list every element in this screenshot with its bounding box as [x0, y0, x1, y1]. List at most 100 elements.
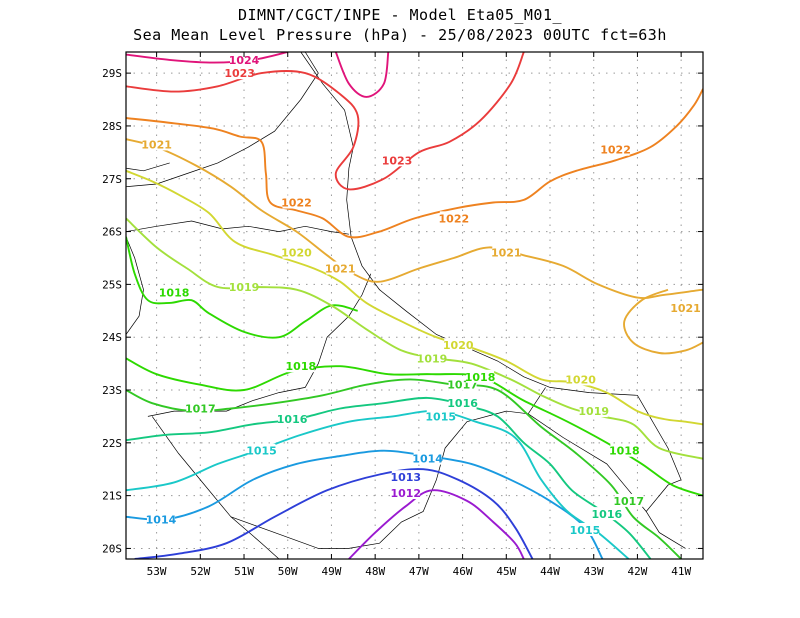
- isobar-label: 1019: [417, 352, 448, 365]
- isobar-label: 1016: [277, 413, 308, 426]
- isobar-label: 1012: [390, 487, 421, 500]
- isobar-label-bg: [671, 301, 700, 315]
- national-border: [126, 236, 144, 335]
- isobar-label-bg: [247, 443, 276, 457]
- isobar-label-bg: [579, 404, 608, 418]
- lon-tick-label: 41W: [671, 565, 691, 578]
- axis-ticks: 20S 21S 22S 23S 24S 25S 26S 27S 28S 29S 53W 52W 51W 5…: [102, 52, 703, 578]
- state-border: [126, 52, 319, 188]
- isobar-label: 1022: [281, 197, 312, 210]
- lon-tick-label: 51W: [234, 565, 254, 578]
- isobar-label-bg: [566, 372, 595, 386]
- lat-tick-label: 28S: [102, 120, 122, 133]
- national-border: [126, 162, 170, 172]
- lon-tick-label: 45W: [496, 565, 516, 578]
- isobar-label: 1020: [565, 373, 596, 386]
- state-border: [645, 479, 682, 512]
- isobar-label-bg: [413, 451, 442, 465]
- lon-tick-label: 43W: [584, 565, 604, 578]
- isobar-label-bg: [448, 396, 477, 410]
- isobar-label: 1018: [286, 360, 317, 373]
- isobar-label: 1015: [425, 410, 456, 423]
- lon-tick-label: 53W: [147, 565, 167, 578]
- plot-frame: [125, 51, 704, 560]
- isobar-1022: [126, 88, 703, 239]
- isobar-1024: [334, 52, 390, 98]
- lat-tick-label: 29S: [102, 67, 122, 80]
- lon-tick-label: 48W: [365, 565, 385, 578]
- lat-tick-label: 21S: [102, 490, 122, 503]
- isobar-label-bg: [230, 52, 259, 66]
- isobar-label: 1017: [613, 495, 644, 508]
- isobar-label-bg: [146, 512, 175, 526]
- isobar-label: 1016: [447, 397, 478, 410]
- isobar-label: 1014: [146, 513, 177, 526]
- lon-tick-label: 42W: [627, 565, 647, 578]
- isobar-label-bg: [225, 66, 254, 80]
- lon-tick-label: 46W: [453, 565, 473, 578]
- isobar-label-bg: [444, 338, 473, 352]
- isobar-label-bg: [278, 412, 307, 426]
- isobar-label-bg: [610, 443, 639, 457]
- isobar-1019: [126, 217, 703, 460]
- lat-tick-label: 23S: [102, 384, 122, 397]
- state-border: [151, 416, 280, 559]
- chart-title-line2: Sea Mean Level Pressure (hPa) - 25/08/20…: [133, 26, 667, 44]
- isobar-1016: [126, 396, 652, 559]
- isobar-label: 1018: [609, 445, 640, 458]
- isobar-label: 1023: [382, 154, 413, 167]
- lat-tick-label: 25S: [102, 278, 122, 291]
- isobar-label: 1023: [224, 67, 255, 80]
- isobar-label-bg: [426, 409, 455, 423]
- lon-tick-label: 50W: [278, 565, 298, 578]
- isobar-label-bg: [417, 351, 446, 365]
- isobar-label: 1022: [600, 144, 631, 157]
- isobar-label-bg: [466, 369, 495, 383]
- isobar-1018: [126, 357, 703, 497]
- isobar-label: 1021: [325, 263, 356, 276]
- isobar-1015: [126, 410, 630, 559]
- isobar-label-bg: [142, 137, 171, 151]
- state-border: [126, 220, 349, 235]
- lon-tick-label: 52W: [190, 565, 210, 578]
- state-border: [528, 413, 686, 549]
- isobar-label: 1014: [412, 453, 443, 466]
- isobar-label-bg: [286, 359, 315, 373]
- state-border: [230, 387, 546, 549]
- isobar-label-layer: 1012101310141014101510151015101610161016…: [141, 52, 701, 537]
- isobar-1012: [348, 489, 525, 559]
- isobar-1023: [126, 52, 525, 191]
- isobar-label: 1019: [229, 281, 260, 294]
- isobar-label-bg: [282, 245, 311, 259]
- isobar-label: 1022: [439, 212, 470, 225]
- isobar-label-bg: [230, 280, 259, 294]
- isobar-label-bg: [614, 493, 643, 507]
- isobar-label: 1021: [491, 247, 522, 260]
- isobar-1021: [623, 288, 703, 355]
- lat-tick-label: 22S: [102, 437, 122, 450]
- isobar-label: 1021: [670, 302, 701, 315]
- isobar-label-bg: [570, 522, 599, 536]
- lon-tick-label: 47W: [409, 565, 429, 578]
- lat-tick-label: 20S: [102, 542, 122, 555]
- isobar-label: 1017: [185, 402, 216, 415]
- isobar-1013: [134, 468, 534, 559]
- isobar-label: 1015: [570, 524, 601, 537]
- isobar-label-bg: [160, 285, 189, 299]
- isobar-label-bg: [601, 142, 630, 156]
- isobar-label-bg: [592, 507, 621, 521]
- isobar-label: 1018: [159, 286, 190, 299]
- isobar-1020: [126, 169, 703, 426]
- chart-title-line1: DIMNT/CGCT/INPE - Model Eta05_M01_: [237, 6, 563, 24]
- isobar-label-bg: [326, 261, 355, 275]
- isobar-label: 1013: [390, 471, 421, 484]
- isobar-label-bg: [439, 211, 468, 225]
- lat-tick-label: 24S: [102, 331, 122, 344]
- isobar-label-bg: [383, 153, 412, 167]
- isobar-label-bg: [391, 470, 420, 484]
- lat-tick-label: 26S: [102, 226, 122, 239]
- isobar-label: 1021: [141, 138, 172, 151]
- isobar-label-bg: [282, 195, 311, 209]
- isobar-1021: [126, 138, 703, 300]
